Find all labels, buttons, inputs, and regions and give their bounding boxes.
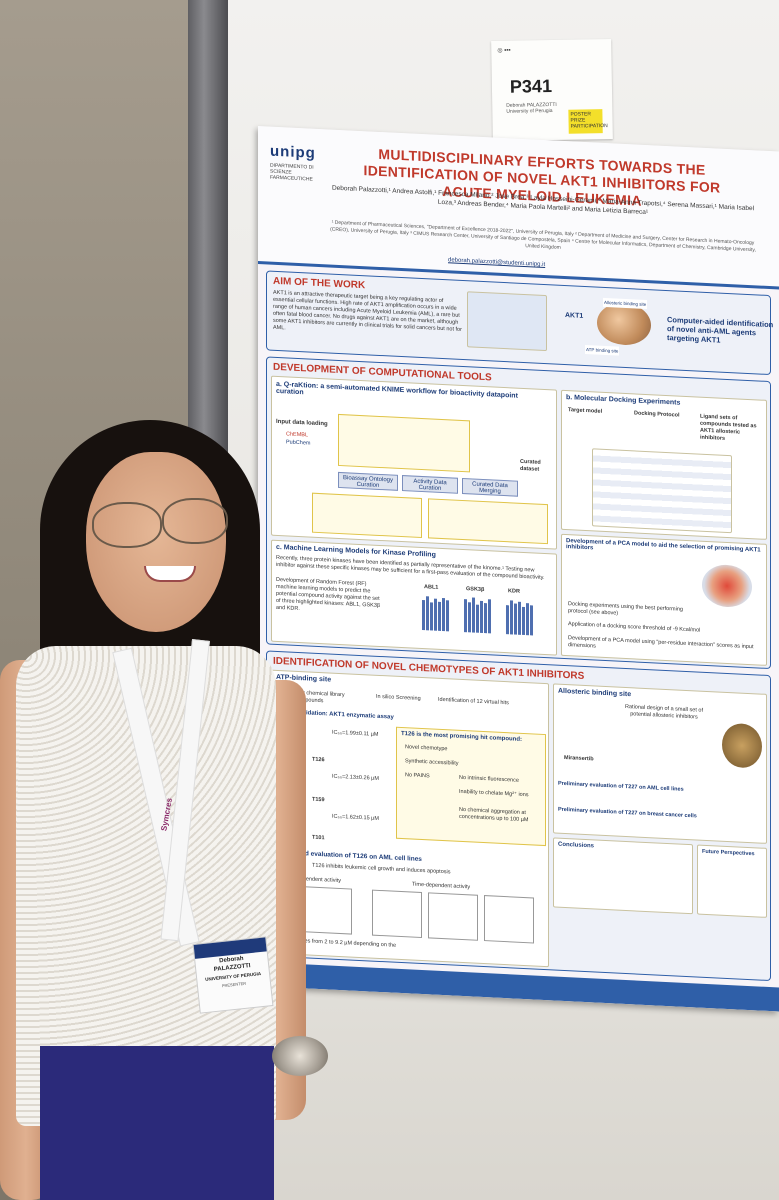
conclusions-panel: Conclusions (553, 837, 693, 915)
pre2-title: Preliminary evaluation of T227 on breast… (558, 806, 697, 820)
allosteric-title: Allosteric binding site (558, 687, 632, 699)
scrunchie (272, 1036, 328, 1076)
poster-affiliations: ¹ Department of Pharmaceutical Sciences,… (330, 219, 756, 254)
docking-title: b. Molecular Docking Experiments (566, 394, 681, 407)
akt1-label: AKT1 (565, 312, 584, 320)
time-plot-2 (428, 892, 478, 941)
unipg-logo: unipg (270, 142, 316, 162)
cell-diagram (467, 291, 547, 352)
poster-code: P341 (509, 76, 553, 97)
glasses-left-lens (92, 502, 162, 548)
point-4: No intrinsic fluorescence (459, 774, 519, 784)
docking-results-table (592, 448, 732, 534)
step-bioassay: Bioassay Ontology Curation (338, 471, 398, 491)
knime-workflow-top (338, 413, 470, 473)
tag-name: Deborah PALAZZOTTI University of Perugia (506, 101, 557, 115)
aim-heading: AIM OF THE WORK (273, 275, 366, 292)
kinase-abl1: ABL1 (424, 584, 439, 591)
ic50-t101: IC₅₀=1.62±0.15 µM (332, 813, 379, 822)
screening-label: In silico Screening (376, 693, 421, 702)
allosteric-panel: Allosteric binding site Rational design … (553, 683, 767, 844)
ml-panel: c. Machine Learning Models for Kinase Pr… (271, 539, 557, 656)
poster: unipg DIPARTIMENTO DI SCIENZE FARMACEUTI… (258, 126, 779, 1012)
poster-prize-sticker: POSTER PRIZE PARTICIPATION (568, 109, 608, 134)
future-title: Future Perspectives (702, 848, 755, 858)
blue-skirt (40, 1046, 274, 1200)
t126-best: T126 is the most promising hit compound: (401, 730, 523, 743)
future-panel: Future Perspectives (697, 844, 767, 918)
pubchem-logo: PubChem (286, 439, 311, 447)
identification-section: IDENTIFICATION OF NOVEL CHEMOTYPES OF AK… (266, 650, 771, 982)
poster-header: unipg DIPARTIMENTO DI SCIENZE FARMACEUTI… (258, 126, 779, 290)
ic50-t126: IC₅₀=1.99±0.11 µM (332, 729, 379, 738)
target-model: Target model (568, 407, 603, 415)
name-badge: Deborah PALAZZOTTI UNIVERSITY OF PERUGIA… (192, 936, 274, 1014)
glasses-right-lens (162, 498, 228, 544)
pca-note3: Development of a PCA model using "per-re… (568, 635, 754, 651)
curated-dataset: Curated dataset (520, 458, 541, 473)
dev-section: DEVELOPMENT OF COMPUTATIONAL TOOLS a. Q-… (266, 356, 771, 670)
conclusions-title: Conclusions (558, 841, 595, 850)
ic50-t159: IC₅₀=2.13±0.26 µM (332, 773, 379, 782)
point-6: No chemical aggregation at concentration… (459, 806, 529, 824)
cell-sub: T126 inhibits leukemic cell growth and i… (312, 862, 451, 876)
abl1-bars (422, 592, 449, 632)
atp-label: ATP binding site (585, 344, 620, 356)
point-5: Inability to chelate Mg²⁺ ions (459, 788, 529, 799)
pca-note2: Application of a docking score threshold… (568, 621, 701, 634)
knime-workflow-right (428, 498, 548, 545)
t126-highlight-box: T126 is the most promising hit compound:… (396, 726, 546, 847)
point-2: Synthetic accessibility (405, 758, 459, 767)
kinase-gsk3b: GSK3β (466, 586, 485, 594)
step-activity: Activity Data Curation (402, 475, 458, 494)
qraktion-title: a. Q-raKtion: a semi-automated KNIME wor… (276, 380, 518, 400)
point-1: Novel chemotype (405, 744, 448, 753)
docking-pose-image (722, 722, 762, 769)
docking-panel: b. Molecular Docking Experiments Target … (561, 389, 767, 540)
aim-text: AKT1 is an attractive therapeutic target… (273, 289, 462, 333)
compound-t159: T159 (312, 796, 325, 804)
smile (144, 566, 196, 582)
knime-workflow-left (312, 492, 422, 539)
time-label: Time-dependent activity (412, 881, 471, 891)
kdr-bars (506, 596, 533, 636)
pca-plot (702, 563, 752, 609)
time-plot-3 (484, 895, 534, 944)
pre1-title: Preliminary evaluation of T227 on AML ce… (558, 780, 684, 793)
compound-t126: T126 (312, 756, 325, 764)
step-merging: Curated Data Merging (462, 477, 518, 497)
kinase-kdr: KDR (508, 588, 520, 595)
miransertib-label: Miransertib (564, 754, 594, 763)
ml-text2: Development of Random Forest (RF) machin… (276, 576, 381, 613)
hits-label: Identification of 12 virtual hits (438, 696, 509, 707)
atp-panel: ATP-binding site Proprietary chemical li… (271, 669, 549, 968)
compound-t101: T101 (312, 834, 325, 842)
chembl-logo: ChEMBL (286, 431, 309, 439)
gsk3b-bars (464, 594, 491, 634)
time-plot-1 (372, 889, 422, 939)
poster-email: deborah.palazzotti@studenti.unipg.it (448, 257, 546, 269)
rational-design: Rational design of a small set of potent… (625, 703, 703, 721)
poster-number-tag: ◎ ▪▪▪ P341 Deborah PALAZZOTTI University … (491, 38, 613, 142)
input-loading: Input data loading (276, 418, 328, 428)
department-label: DIPARTIMENTO DI SCIENZE FARMACEUTICHE (270, 162, 314, 183)
docking-protocol: Docking Protocol (634, 410, 680, 419)
tag-logo-icon: ◎ ▪▪▪ (497, 47, 511, 54)
ligand-sets: Ligand sets of compounds tested as AKT1 … (700, 413, 757, 442)
pca-note: Docking experiments using the best perfo… (568, 601, 683, 617)
qraktion-panel: a. Q-raKtion: a semi-automated KNIME wor… (271, 375, 557, 550)
point-3: No PAINS (405, 772, 430, 780)
pca-panel: Development of a PCA model to aid the se… (561, 533, 767, 666)
pca-title: Development of a PCA model to aid the se… (566, 538, 761, 554)
aim-goal: Computer-aided identification of novel a… (667, 315, 774, 345)
